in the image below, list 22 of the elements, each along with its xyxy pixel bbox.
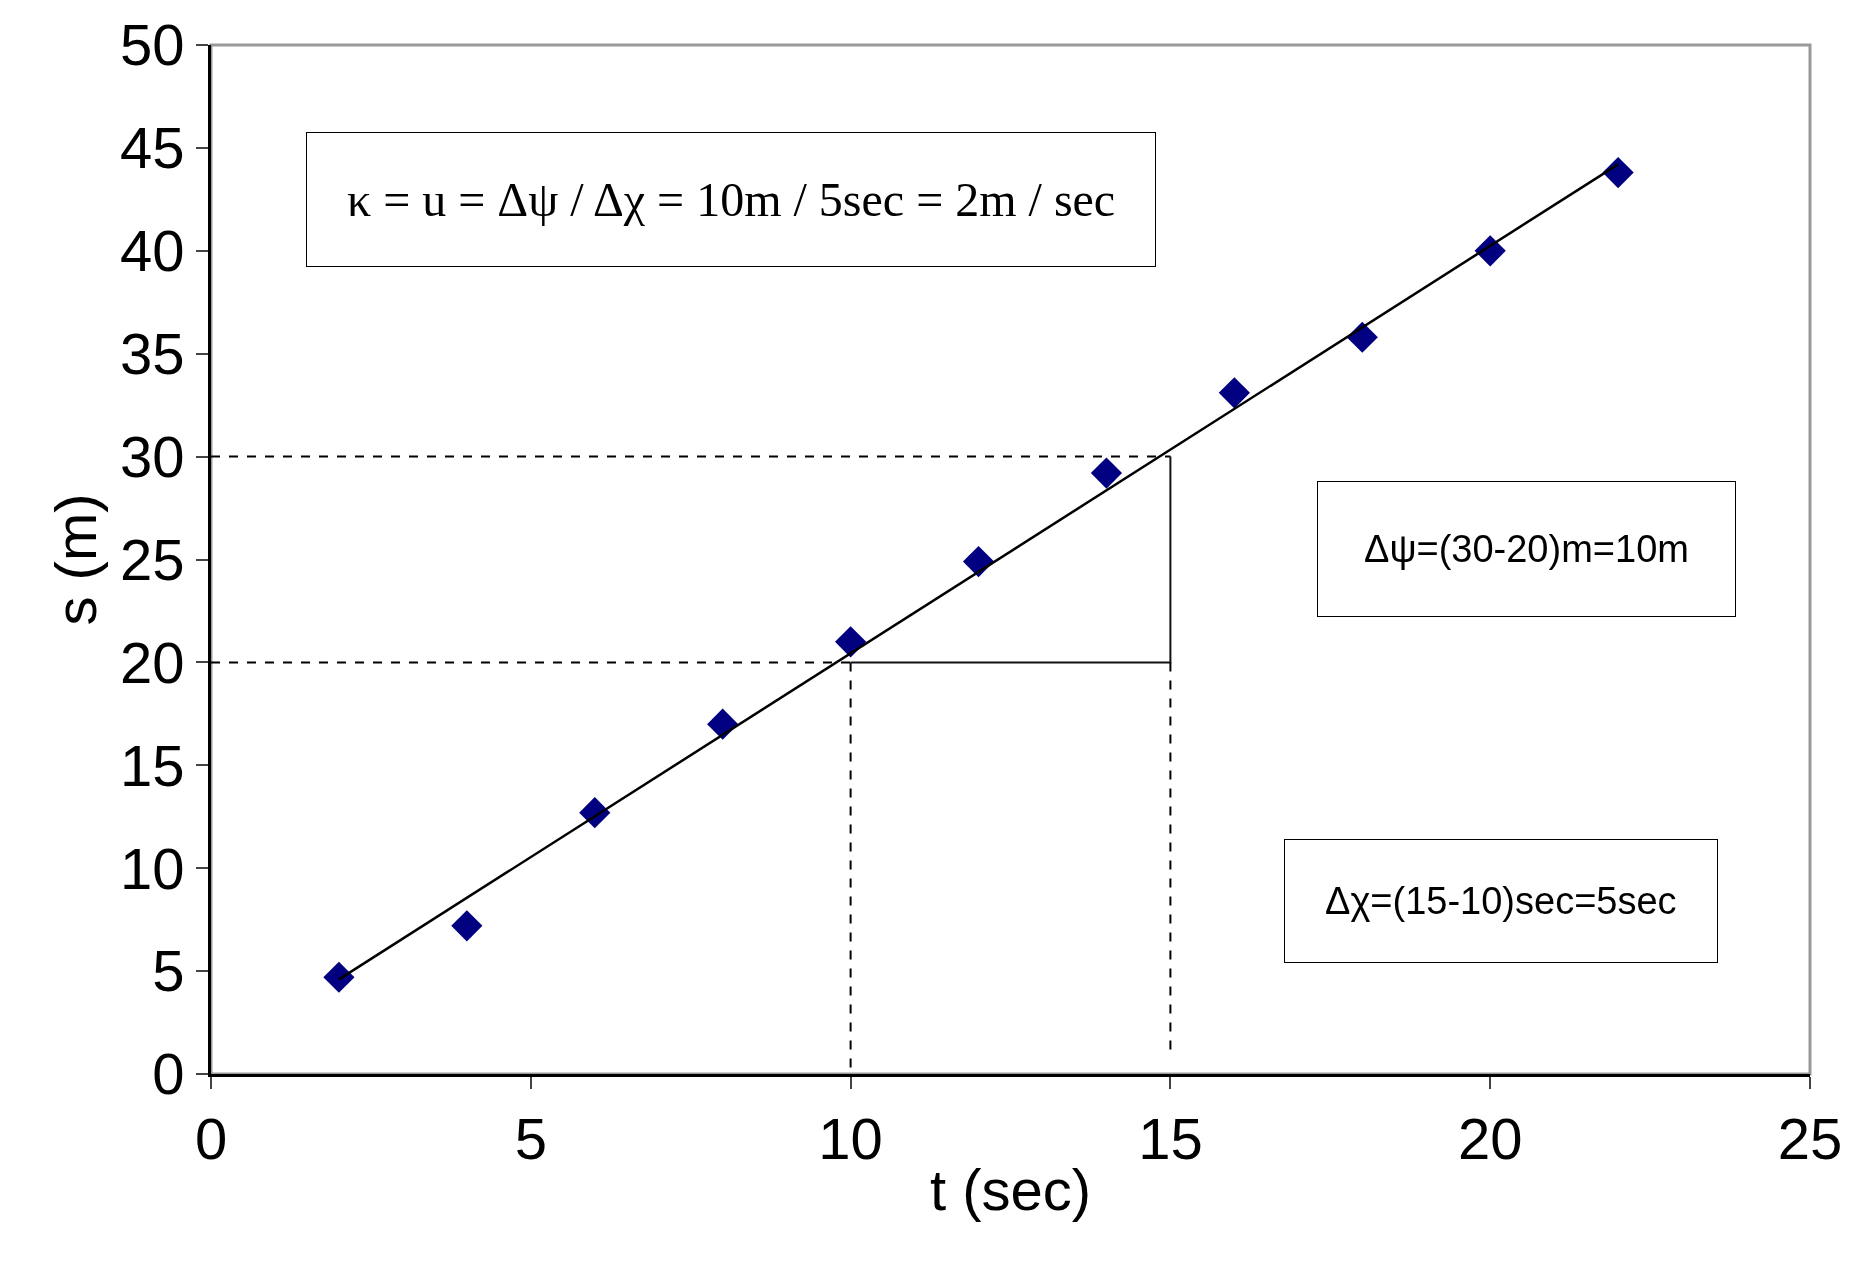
x-tick-label: 25: [1777, 1105, 1843, 1171]
annotation: κ = u = Δψ / Δχ = 10m / 5sec = 2m / sec: [347, 173, 1116, 226]
y-tick-label: 30: [119, 423, 185, 489]
x-tick-label: 15: [1138, 1105, 1203, 1171]
y-tick-label: 45: [119, 115, 185, 181]
x-axis-title: t (sec): [929, 1156, 1092, 1222]
x-tick-label: 0: [194, 1105, 228, 1171]
y-tick-label: 35: [119, 321, 185, 386]
y-tick-label: 20: [119, 629, 185, 695]
annotation: Δχ=(15-10)sec=5sec: [1325, 880, 1677, 922]
y-tick-label: 5: [152, 938, 185, 1004]
y-axis-title: s (m): [43, 493, 109, 626]
x-tick-label: 20: [1457, 1105, 1523, 1171]
y-tick-label: 25: [119, 526, 185, 592]
y-tick-label: 0: [152, 1041, 185, 1107]
y-tick-label: 15: [119, 732, 185, 798]
y-tick-label: 10: [119, 835, 185, 901]
x-tick-label: 5: [514, 1105, 547, 1171]
annotation: Δψ=(30-20)m=10m: [1364, 528, 1689, 570]
y-tick-label: 50: [119, 12, 185, 78]
x-tick-label: 10: [818, 1105, 883, 1171]
y-tick-label: 40: [119, 218, 185, 284]
